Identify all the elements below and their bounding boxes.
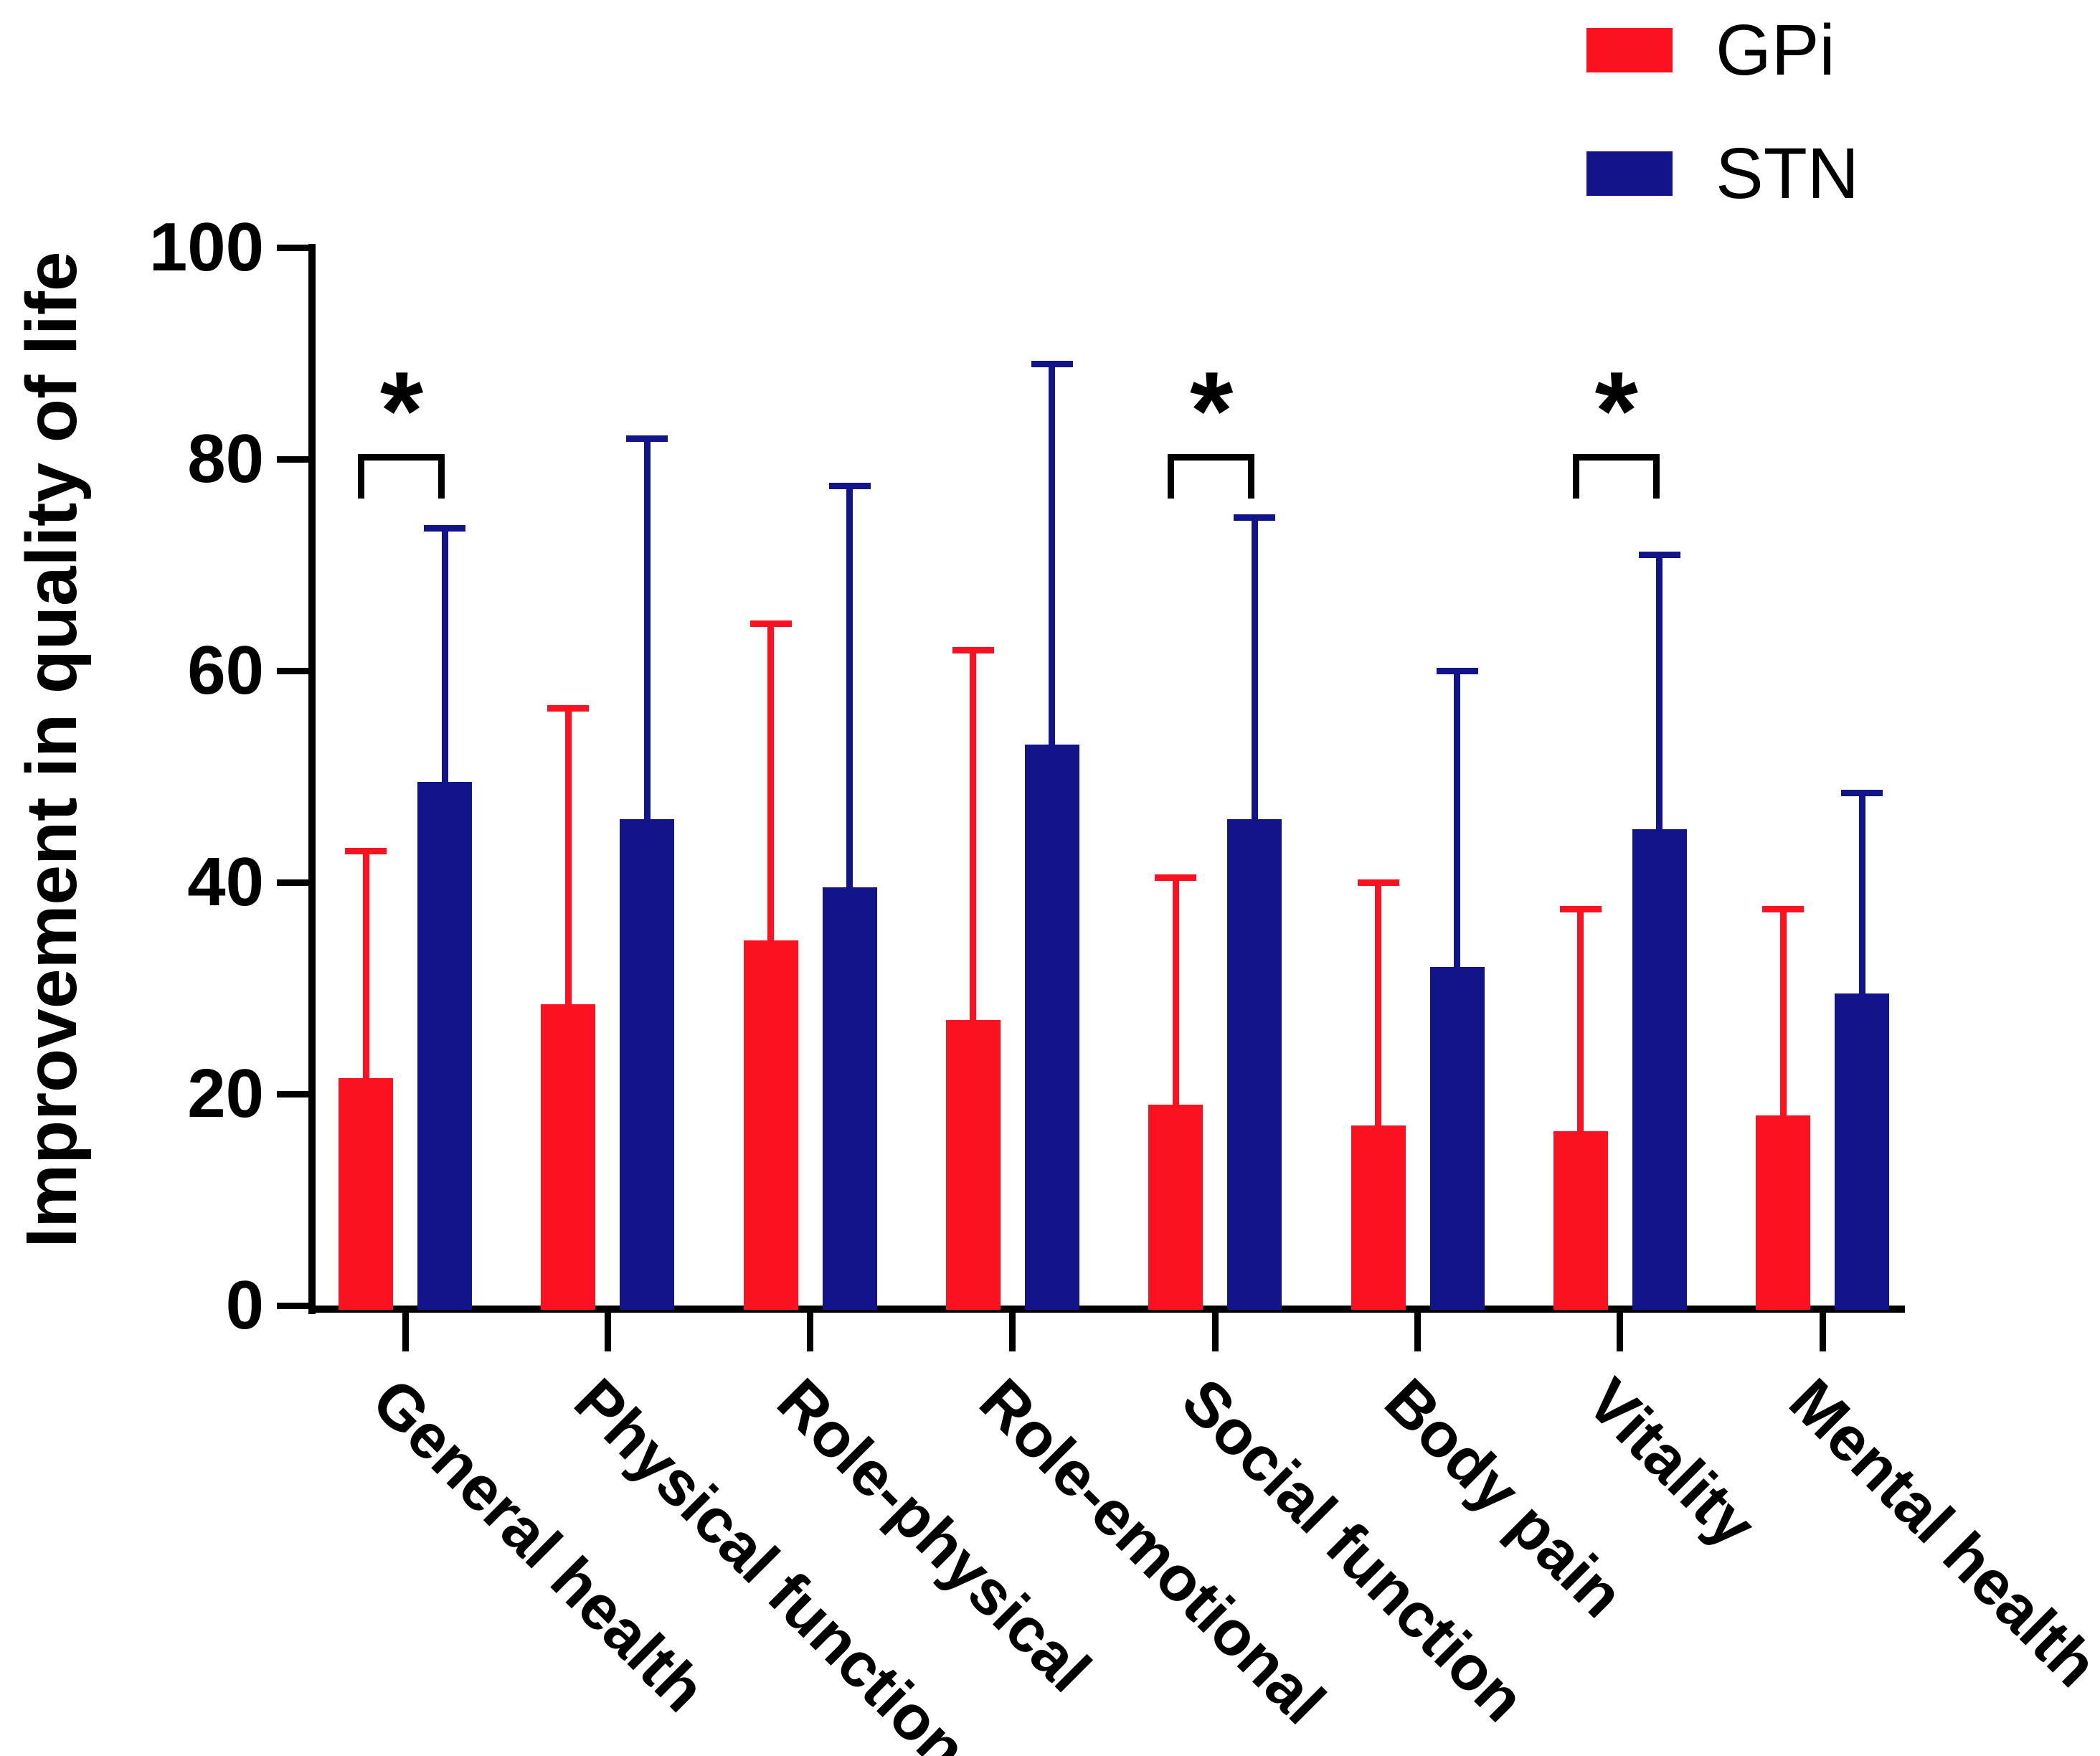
legend-swatch-stn-icon <box>1586 151 1673 196</box>
error-bar-stn-mental-health <box>1858 792 1865 1015</box>
x-tick-vitality <box>1617 1311 1624 1351</box>
sig-asterisk-general-health: * <box>379 349 424 473</box>
y-tick-label: 80 <box>187 420 264 497</box>
bar-stn-mental-health <box>1835 993 1890 1310</box>
error-cap-gpi-role-emotional <box>952 646 994 653</box>
y-tick <box>277 1303 310 1309</box>
error-bar-gpi-physical-function <box>564 707 572 1026</box>
error-cap-gpi-physical-function <box>547 704 590 712</box>
y-tick <box>277 456 310 463</box>
error-cap-gpi-general-health <box>345 847 387 854</box>
error-bar-stn-general-health <box>441 527 448 803</box>
error-bar-gpi-vitality <box>1577 908 1584 1153</box>
error-bar-gpi-mental-health <box>1779 908 1787 1137</box>
x-tick-role-emotional <box>1009 1311 1016 1351</box>
x-category-label-social-function: Social function <box>1168 1364 1539 1735</box>
error-cap-gpi-mental-health <box>1762 905 1805 912</box>
sig-asterisk-social-function: * <box>1190 349 1234 473</box>
sig-bracket-vitality <box>1572 454 1660 461</box>
x-tick-physical-function <box>604 1311 611 1351</box>
bar-gpi-vitality <box>1553 1130 1608 1310</box>
error-cap-stn-role-emotional <box>1031 361 1073 368</box>
error-cap-gpi-role-physical <box>749 620 792 627</box>
bar-stn-role-physical <box>822 887 877 1310</box>
error-bar-gpi-role-emotional <box>970 649 977 1042</box>
x-tick-mental-health <box>1819 1311 1826 1351</box>
error-cap-gpi-body-pain <box>1357 879 1399 886</box>
bar-stn-body-pain <box>1429 967 1485 1310</box>
y-tick-label: 60 <box>187 632 264 709</box>
bar-gpi-general-health <box>339 1077 393 1310</box>
error-cap-stn-role-physical <box>828 482 871 489</box>
bar-gpi-body-pain <box>1351 1125 1406 1310</box>
error-bar-gpi-general-health <box>362 850 369 1100</box>
y-tick-label: 40 <box>187 844 264 920</box>
sig-bracket-right-drop-vitality <box>1652 454 1660 499</box>
error-cap-stn-social-function <box>1234 514 1276 521</box>
bar-gpi-mental-health <box>1756 1115 1811 1310</box>
y-tick-label: 20 <box>187 1055 264 1132</box>
y-tick-label: 100 <box>148 209 264 285</box>
error-cap-gpi-social-function <box>1155 874 1197 881</box>
legend-swatch-gpi-icon <box>1586 28 1673 72</box>
x-category-label-mental-health: Mental health <box>1776 1364 2100 1701</box>
bar-stn-vitality <box>1632 829 1687 1310</box>
bar-stn-social-function <box>1227 818 1282 1310</box>
y-tick <box>277 668 310 674</box>
bar-gpi-role-emotional <box>945 1019 1001 1310</box>
error-bar-stn-physical-function <box>643 438 651 841</box>
error-bar-stn-vitality <box>1656 554 1663 851</box>
sig-asterisk-vitality: * <box>1594 349 1638 473</box>
legend-label-stn: STN <box>1716 133 1859 214</box>
error-bar-gpi-social-function <box>1172 877 1179 1126</box>
sig-bracket-left-drop-vitality <box>1572 454 1579 499</box>
error-bar-stn-social-function <box>1251 517 1258 841</box>
y-tick-label: 0 <box>225 1267 264 1344</box>
error-cap-stn-mental-health <box>1841 789 1883 796</box>
bar-stn-general-health <box>417 781 472 1310</box>
error-cap-stn-body-pain <box>1436 668 1478 674</box>
y-axis-line <box>308 244 316 1314</box>
x-tick-general-health <box>402 1311 409 1351</box>
sig-bracket-right-drop-general-health <box>438 454 445 499</box>
x-category-label-vitality: Vitality <box>1574 1364 1770 1561</box>
error-cap-gpi-vitality <box>1559 905 1602 912</box>
sig-bracket-left-drop-social-function <box>1168 454 1175 499</box>
x-axis-line <box>308 1306 1905 1313</box>
error-bar-gpi-body-pain <box>1375 882 1381 1148</box>
legend-label-gpi: GPi <box>1716 10 1835 90</box>
legend-item-gpi: GPi <box>1586 6 1835 95</box>
error-cap-stn-physical-function <box>626 435 668 442</box>
y-tick <box>277 879 310 886</box>
bar-stn-physical-function <box>620 818 675 1310</box>
sig-bracket-left-drop-general-health <box>358 454 364 499</box>
x-category-label-role-emotional: Role-emotional <box>966 1364 1339 1738</box>
bar-gpi-role-physical <box>743 940 798 1310</box>
sig-bracket-social-function <box>1168 454 1255 461</box>
bar-stn-role-emotional <box>1024 745 1079 1310</box>
bar-gpi-social-function <box>1148 1104 1203 1310</box>
y-tick <box>277 245 310 251</box>
y-tick <box>277 1091 310 1098</box>
error-cap-stn-general-health <box>424 524 465 532</box>
x-tick-role-physical <box>807 1311 814 1351</box>
x-tick-social-function <box>1211 1311 1219 1351</box>
error-cap-stn-vitality <box>1638 551 1680 558</box>
legend-item-stn: STN <box>1586 129 1859 218</box>
x-tick-body-pain <box>1414 1311 1421 1351</box>
error-bar-stn-body-pain <box>1454 671 1460 988</box>
error-bar-stn-role-physical <box>846 485 853 910</box>
sig-bracket-right-drop-social-function <box>1248 454 1255 499</box>
sig-bracket-general-health <box>358 454 445 461</box>
bar-gpi-physical-function <box>541 1004 596 1310</box>
error-bar-gpi-role-physical <box>767 623 775 963</box>
error-bar-stn-role-emotional <box>1049 364 1056 767</box>
